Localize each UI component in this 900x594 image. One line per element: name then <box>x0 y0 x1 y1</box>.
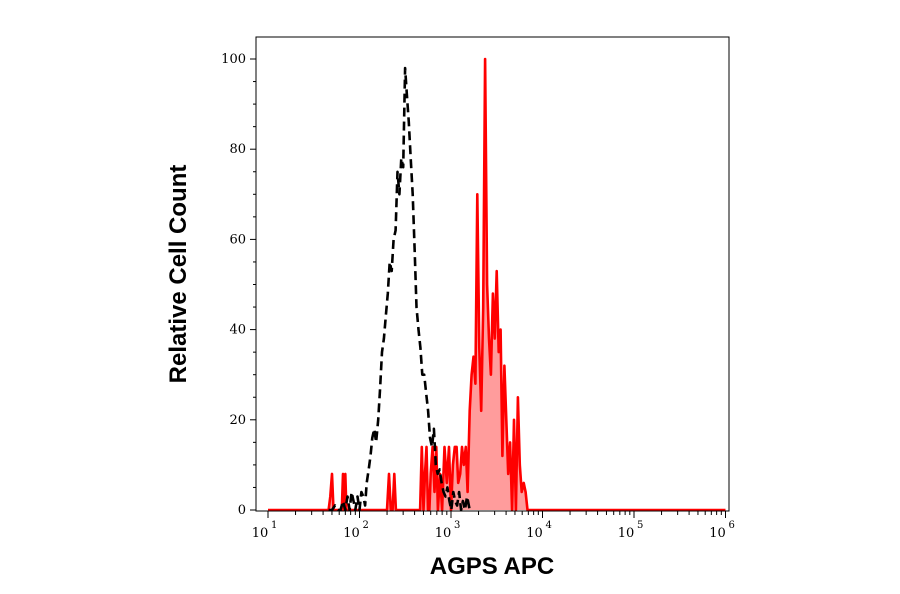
y-axis-ticks: 0 20 40 60 80 100 <box>221 52 256 518</box>
y-tick-label: 40 <box>229 323 246 338</box>
y-tick-label: 80 <box>229 142 246 157</box>
plot-frame <box>255 36 730 512</box>
series-line-control <box>328 66 471 511</box>
x-tick-label-base: 10 <box>435 526 452 541</box>
y-axis-title: Relative Cell Count <box>165 165 192 384</box>
y-tick-label: 20 <box>229 413 246 428</box>
x-tick-label-base: 10 <box>526 526 543 541</box>
x-tick-label-base: 10 <box>618 526 635 541</box>
x-tick-label-exponent: 5 <box>637 520 643 531</box>
x-tick-label-base: 10 <box>252 526 269 541</box>
x-axis-title: AGPS APC <box>430 553 554 580</box>
y-tick-label: 60 <box>229 232 246 247</box>
x-tick-label-base: 10 <box>709 526 726 541</box>
y-tick-label: 100 <box>221 52 246 67</box>
plot-series <box>268 57 726 511</box>
x-tick-label-exponent: 1 <box>271 520 277 531</box>
x-tick-label-exponent: 6 <box>729 520 735 531</box>
y-tick-label: 0 <box>238 503 246 518</box>
x-tick-label-base: 10 <box>343 526 360 541</box>
x-tick-label-exponent: 2 <box>363 520 369 531</box>
x-tick-label-exponent: 3 <box>454 520 460 531</box>
x-tick-label-exponent: 4 <box>546 520 552 531</box>
